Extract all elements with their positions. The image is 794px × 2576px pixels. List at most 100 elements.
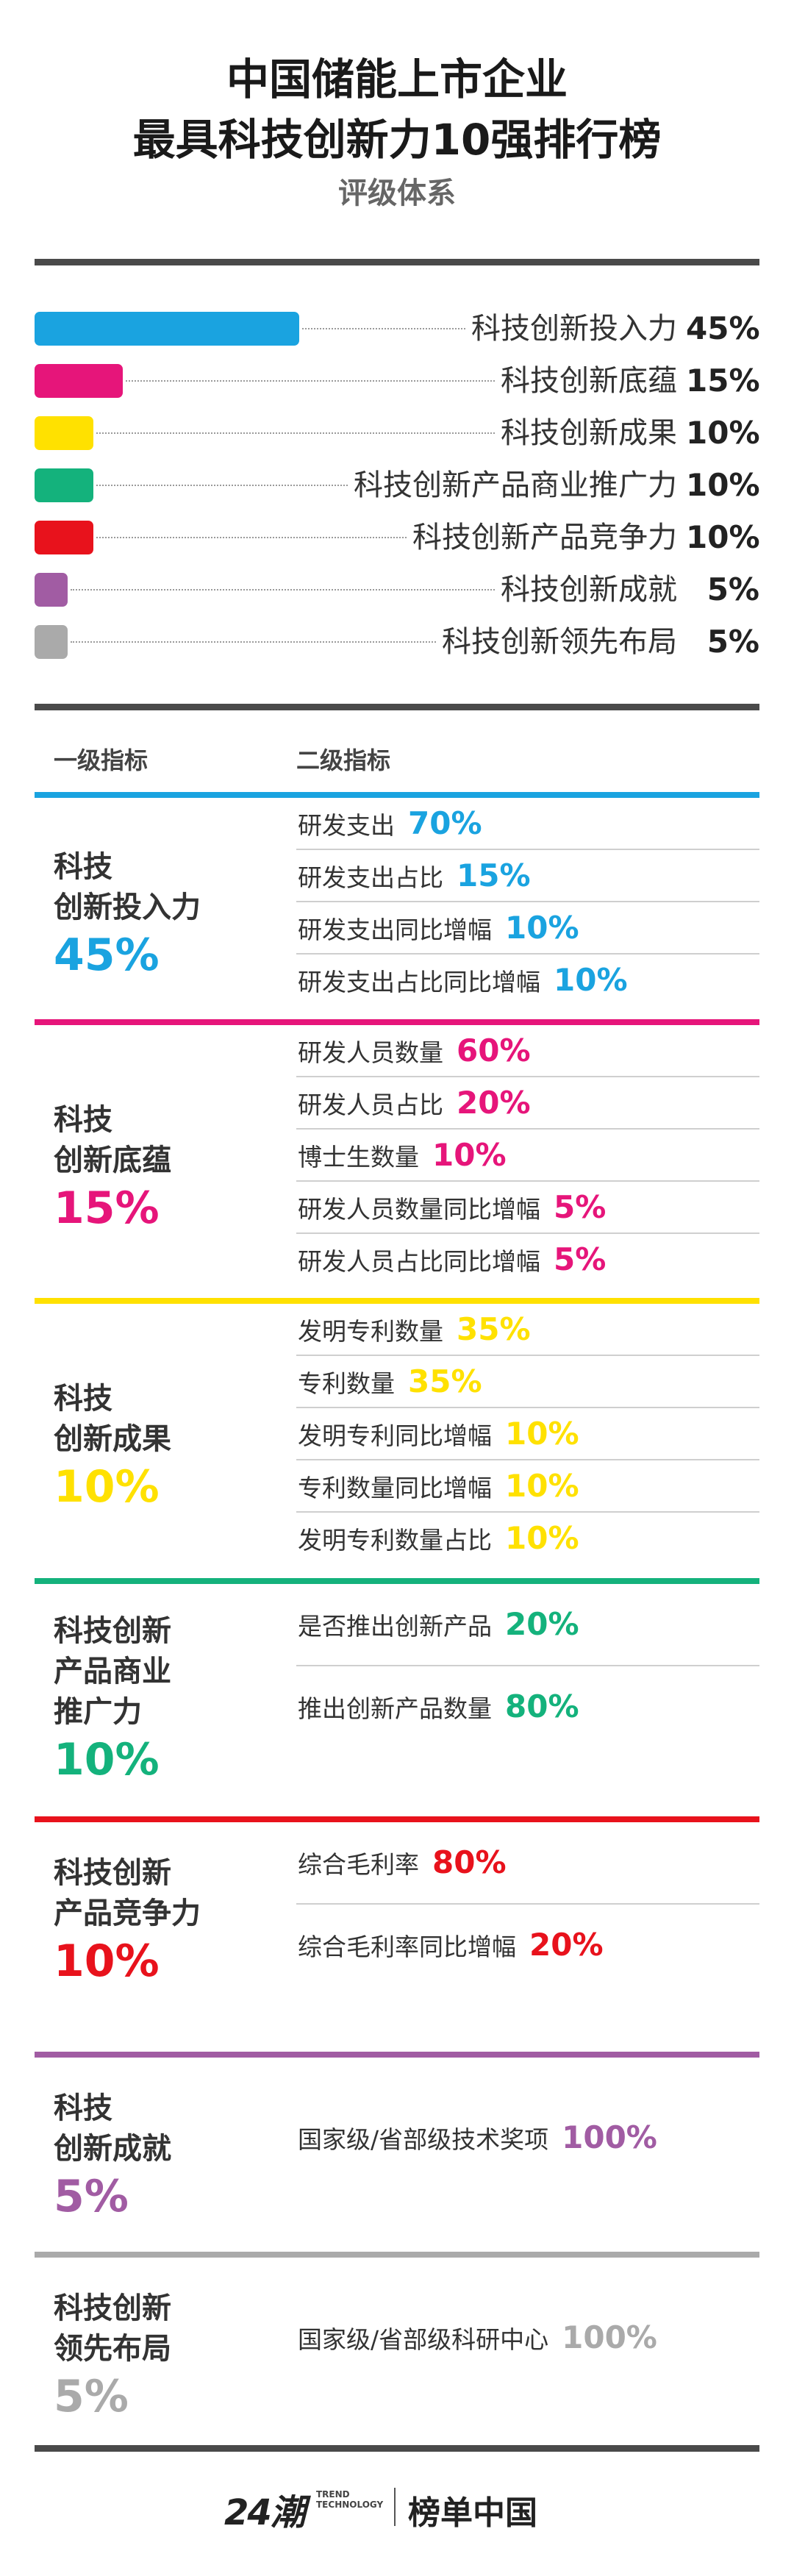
- weight-label: 科技创新成就: [495, 571, 677, 608]
- indicator-section: 科技创新 产品竞争力 10% 综合毛利率 80% 综合毛利率同比增幅 20%: [35, 1816, 759, 1996]
- secondary-indicator-row: 研发人员占比同比增幅 5%: [296, 1234, 759, 1286]
- primary-indicator-weight: 10%: [54, 1461, 160, 1513]
- secondary-indicator-label: 研发人员占比同比增幅: [298, 1246, 540, 1276]
- weight-row: 科技创新成就 5%: [35, 571, 759, 608]
- weight-value: 5%: [707, 624, 759, 660]
- secondary-indicator-label: 研发支出同比增幅: [298, 915, 492, 944]
- indicator-section: 科技创新 产品商业 推广力 10% 是否推出创新产品 20% 推出创新产品数量 80%: [35, 1578, 759, 1785]
- row-divider: [296, 849, 759, 850]
- secondary-indicator: 推出创新产品数量 80%: [298, 1688, 579, 1724]
- weight-value: 45%: [686, 310, 760, 346]
- secondary-indicator-label: 发明专利数量占比: [298, 1525, 492, 1555]
- weight-label: 科技创新领先布局: [436, 624, 677, 660]
- secondary-indicator: 是否推出创新产品 20%: [298, 1606, 579, 1642]
- secondary-indicator-weight: 20%: [505, 1606, 579, 1642]
- secondary-indicator: 综合毛利率同比增幅 20%: [298, 1927, 604, 1963]
- row-divider: [296, 1180, 759, 1182]
- primary-indicator-weight: 10%: [54, 1734, 160, 1785]
- secondary-indicator-row: 发明专利同比增幅 10%: [296, 1408, 759, 1460]
- secondary-indicator: 国家级/省部级科研中心 100%: [298, 2319, 657, 2355]
- col-header-primary: 一级指标: [54, 746, 149, 774]
- secondary-indicator-row: 发明专利数量 35%: [296, 1304, 759, 1356]
- primary-indicator-weight: 5%: [54, 2371, 129, 2422]
- secondary-indicator-weight: 60%: [457, 1032, 531, 1068]
- primary-indicator: 科技创新 产品竞争力 10%: [54, 1853, 201, 1987]
- secondary-indicator-weight: 70%: [408, 804, 482, 841]
- secondary-indicator-row: 研发人员数量同比增幅 5%: [296, 1182, 759, 1234]
- secondary-indicator-row: 发明专利数量占比 10%: [296, 1513, 759, 1565]
- secondary-indicator-weight: 10%: [505, 1519, 579, 1556]
- weight-value: 10%: [686, 415, 760, 451]
- secondary-indicator: 研发支出占比同比增幅 10%: [298, 962, 628, 998]
- primary-indicator-name: 科技 创新投入力: [54, 850, 201, 924]
- chart-divider: [35, 704, 759, 710]
- page-title: 中国储能上市企业: [226, 54, 568, 104]
- secondary-indicator: 国家级/省部级技术奖项 100%: [298, 2119, 657, 2155]
- weight-row: 科技创新成果 10%: [35, 415, 760, 452]
- weight-bar: [35, 573, 68, 607]
- dotted-leader: [71, 589, 671, 591]
- weight-bar: [35, 468, 93, 502]
- weight-row: 科技创新投入力 45%: [35, 310, 760, 347]
- primary-indicator: 科技创新 领先布局 5%: [54, 2288, 171, 2422]
- row-divider: [296, 1355, 759, 1356]
- primary-indicator-name: 科技创新 产品商业 推广力: [54, 1614, 171, 1729]
- secondary-indicator-row: 专利数量 35%: [296, 1356, 759, 1408]
- secondary-indicator-label: 发明专利同比增幅: [298, 1421, 492, 1450]
- secondary-indicator-label: 专利数量: [298, 1369, 395, 1398]
- primary-indicator-weight: 10%: [54, 1935, 160, 1987]
- primary-indicator-name: 科技 创新成就: [54, 2091, 171, 2166]
- primary-indicator-weight: 5%: [54, 2171, 129, 2222]
- secondary-indicator-row: 研发支出占比同比增幅 10%: [296, 955, 759, 1007]
- weight-bar: [35, 416, 93, 450]
- section-color-rule: [35, 1019, 759, 1025]
- secondary-indicator-label: 研发人员数量同比增幅: [298, 1194, 540, 1224]
- primary-indicator-name: 科技 创新成果: [54, 1382, 171, 1456]
- weight-bar: [35, 312, 299, 346]
- secondary-indicator-label: 研发支出占比同比增幅: [298, 967, 540, 996]
- primary-indicator: 科技 创新成就 5%: [54, 2088, 171, 2222]
- secondary-indicator-row: 是否推出创新产品 20%: [296, 1584, 759, 1666]
- secondary-indicator-weight: 80%: [432, 1844, 507, 1880]
- row-divider: [296, 1665, 759, 1666]
- secondary-indicator-row: 研发人员占比 20%: [296, 1077, 759, 1130]
- secondary-indicator: 发明专利同比增幅 10%: [298, 1416, 579, 1452]
- secondary-indicator-row: 综合毛利率同比增幅 20%: [296, 1905, 759, 1987]
- weight-bar: [35, 625, 68, 659]
- secondary-indicator: 综合毛利率 80%: [298, 1844, 507, 1880]
- secondary-indicator-weight: 35%: [408, 1363, 482, 1399]
- primary-indicator-name: 科技创新 领先布局: [54, 2291, 171, 2366]
- weight-value: 15%: [686, 363, 760, 399]
- row-divider: [296, 901, 759, 902]
- row-divider: [296, 953, 759, 955]
- row-divider: [296, 1076, 759, 1077]
- secondary-indicator-row: 综合毛利率 80%: [296, 1822, 759, 1905]
- secondary-indicator-label: 发明专利数量: [298, 1316, 443, 1346]
- footer-separator: [394, 2488, 396, 2526]
- page-subtitle: 评级体系: [338, 176, 456, 210]
- secondary-indicator-label: 综合毛利率同比增幅: [298, 1933, 516, 1961]
- row-divider: [296, 1903, 759, 1905]
- secondary-indicator-label: 专利数量同比增幅: [298, 1473, 492, 1502]
- secondary-indicator-row: 国家级/省部级技术奖项 100%: [296, 2058, 759, 2219]
- dotted-leader: [71, 641, 671, 643]
- primary-indicator: 科技 创新底蕴 15%: [54, 1100, 171, 1234]
- secondary-indicator-row: 博士生数量 10%: [296, 1130, 759, 1182]
- secondary-indicator-weight: 10%: [505, 1467, 579, 1504]
- weight-row: 科技创新领先布局 5%: [35, 624, 759, 660]
- secondary-indicator-label: 推出创新产品数量: [298, 1694, 492, 1723]
- secondary-indicator-label: 国家级/省部级技术奖项: [298, 2125, 549, 2154]
- secondary-indicator-label: 研发支出占比: [298, 863, 443, 892]
- secondary-indicator-label: 是否推出创新产品: [298, 1612, 492, 1641]
- secondary-indicator: 专利数量 35%: [298, 1363, 482, 1399]
- bottom-divider: [35, 2445, 759, 2452]
- secondary-indicator-weight: 100%: [562, 2319, 657, 2355]
- secondary-indicator-row: 研发人员数量 60%: [296, 1025, 759, 1077]
- weight-label: 科技创新底蕴: [495, 363, 677, 399]
- row-divider: [296, 1128, 759, 1130]
- section-color-rule: [35, 792, 759, 798]
- primary-indicator: 科技 创新成果 10%: [54, 1379, 171, 1513]
- secondary-indicator: 发明专利数量 35%: [298, 1311, 531, 1347]
- indicator-section: 科技 创新投入力 45% 研发支出 70% 研发支出占比 15% 研发支出同比增幅 10% 研发…: [35, 792, 759, 1016]
- secondary-indicator: 专利数量同比增幅 10%: [298, 1468, 579, 1504]
